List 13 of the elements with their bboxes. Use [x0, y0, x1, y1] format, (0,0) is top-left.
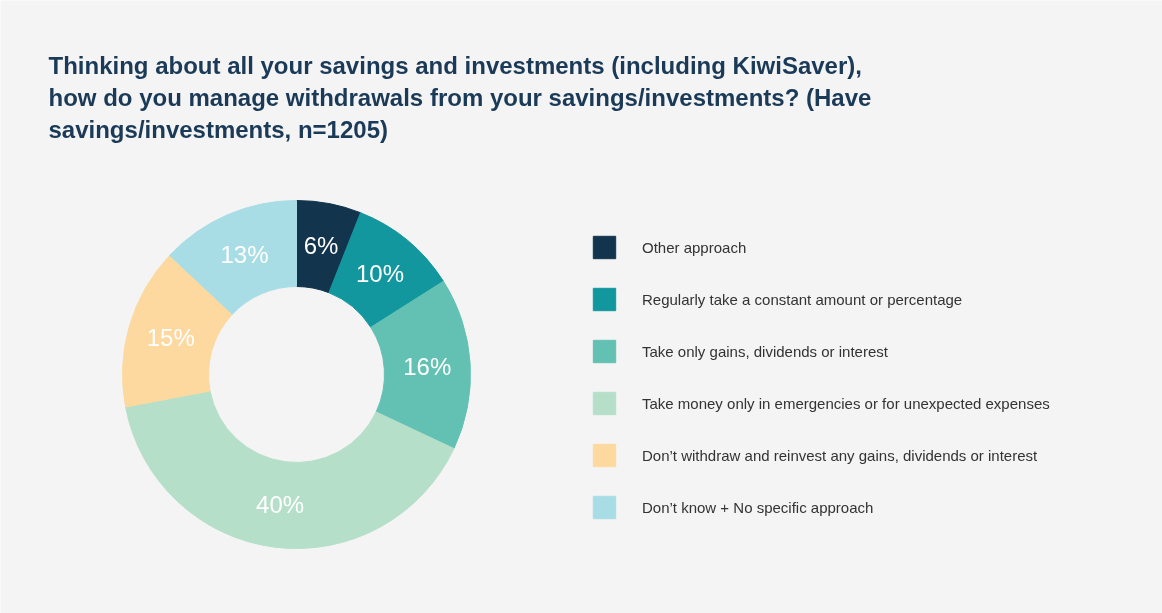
legend-label: Don’t withdraw and reinvest any gains, dividends or interest [642, 445, 1038, 466]
legend-label: Take only gains, dividends or interest [642, 341, 888, 362]
legend-label: Other approach [642, 237, 747, 258]
legend-label: Take money only in emergencies or for unexpected expenses [642, 393, 1050, 414]
chart-title: Thinking about all your savings and investments (including KiwiSaver), how do you manage withdrawals from your savings/investments? (Have savings/investments, n=1205) [48, 52, 872, 143]
data-label: 10% [355, 260, 405, 288]
legend-label: Regularly take a constant amount or percentage [642, 289, 963, 310]
data-label: 6% [303, 232, 339, 260]
data-label: 40% [256, 490, 305, 518]
data-label: 16% [403, 352, 452, 380]
data-label: 15% [146, 324, 195, 352]
legend-label: Don’t know + No specific approach [642, 497, 874, 518]
data-label: 13% [220, 240, 269, 268]
